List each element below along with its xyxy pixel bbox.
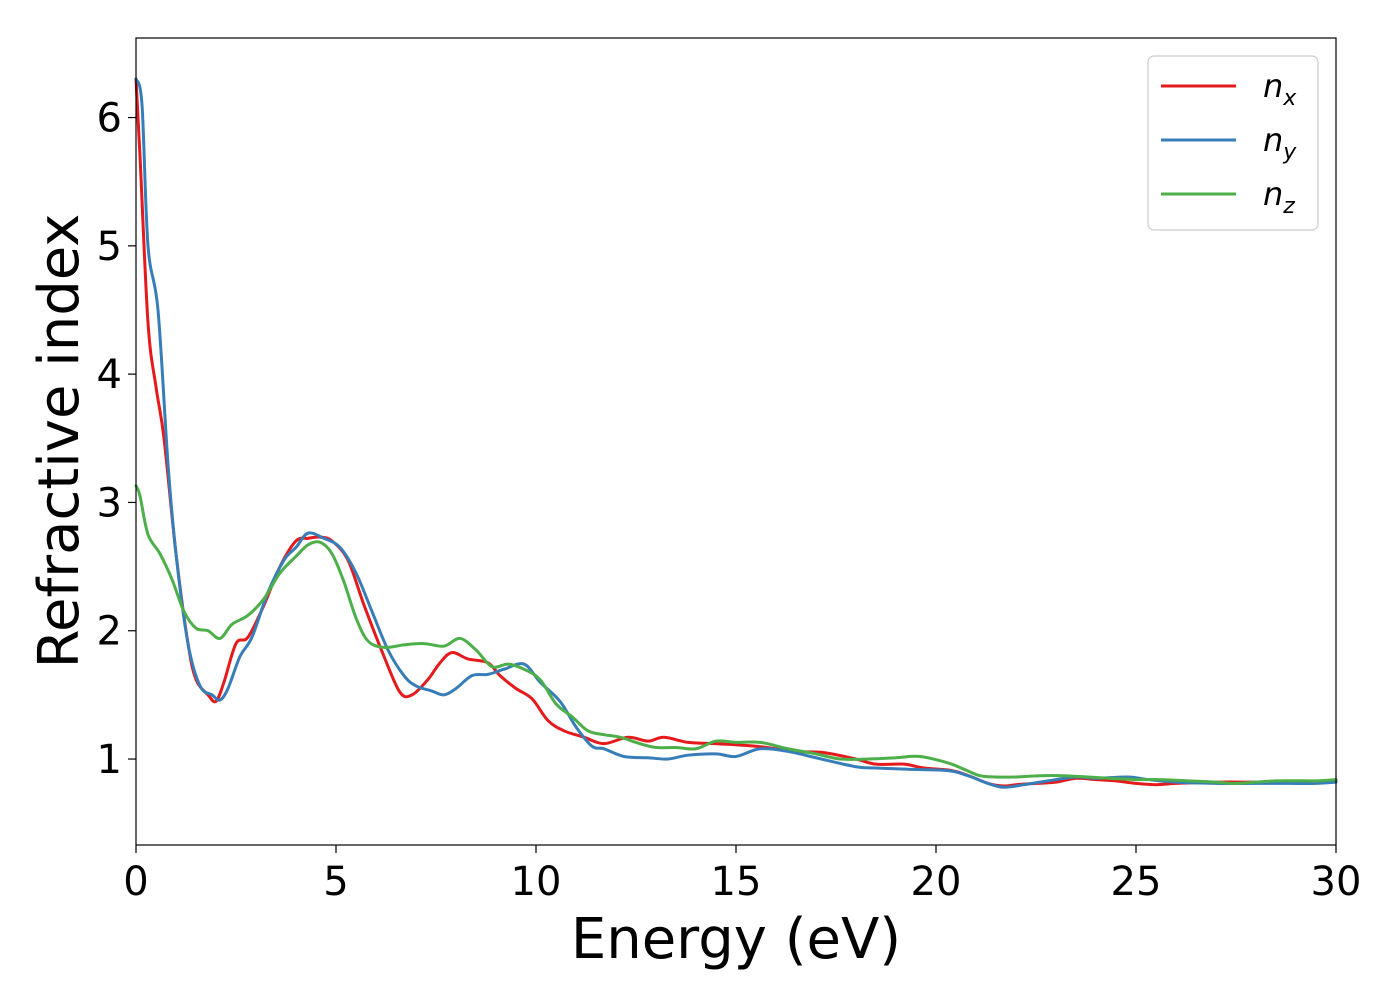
x-tick-label: 20 bbox=[911, 859, 962, 905]
x-tick-label: 0 bbox=[123, 859, 148, 905]
y-tick-label: 1 bbox=[97, 737, 122, 783]
x-tick-label: 5 bbox=[323, 859, 348, 905]
series-line-n-y bbox=[134, 77, 1338, 789]
x-axis-label: Energy (eV) bbox=[571, 907, 901, 972]
legend-label-n-y: ny bbox=[1263, 121, 1297, 165]
legend-label-n-z: nz bbox=[1263, 175, 1295, 219]
y-tick-label: 3 bbox=[97, 480, 122, 526]
y-tick-label: 4 bbox=[97, 352, 122, 398]
y-tick-label: 2 bbox=[97, 609, 122, 655]
series-layer bbox=[134, 77, 1338, 789]
x-tick-label: 30 bbox=[1311, 859, 1362, 905]
legend-box bbox=[1147, 55, 1319, 231]
x-tick-label: 15 bbox=[711, 859, 762, 905]
y-axis-ticks: 1 2 3 4 5 6 bbox=[97, 96, 136, 783]
x-tick-label: 10 bbox=[511, 859, 562, 905]
y-axis-label: Refractive index bbox=[27, 214, 92, 669]
x-tick-label: 25 bbox=[1111, 859, 1162, 905]
legend: nx ny nz bbox=[1147, 55, 1319, 231]
series-line-n-z bbox=[134, 484, 1338, 785]
legend-entries: nx ny nz bbox=[1161, 67, 1297, 219]
y-tick-label: 5 bbox=[97, 224, 122, 270]
y-tick-label: 6 bbox=[97, 96, 122, 142]
legend-label-n-x: nx bbox=[1263, 67, 1297, 111]
x-axis-ticks: 0 5 10 15 20 25 30 bbox=[123, 845, 1361, 905]
